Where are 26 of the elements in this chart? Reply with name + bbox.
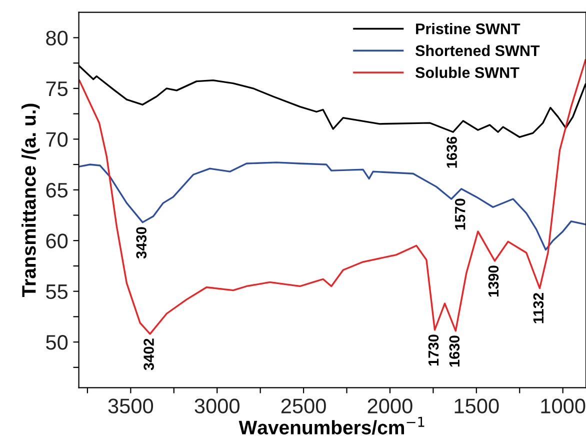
- x-tick-label: 2500: [281, 398, 326, 414]
- y-tick-label: 60: [46, 234, 68, 248]
- annotation: 1730: [428, 334, 439, 366]
- annotation: 1570: [454, 198, 466, 230]
- y-tick-label: 75: [46, 82, 68, 96]
- y-axis-title: Transmittance /(a. u.): [22, 104, 40, 298]
- x-tick-label: 3000: [194, 398, 240, 414]
- annotation: 3430: [136, 227, 147, 259]
- x-tick-label: 2000: [368, 398, 412, 414]
- x-tick-label: 1500: [454, 398, 499, 414]
- y-tick-label: 80: [46, 30, 68, 46]
- x-axis-title: Wavenumbers/cm$^{−1}$: [238, 416, 424, 435]
- y-tick-label: 55: [46, 284, 68, 300]
- annotation: 3402: [144, 338, 154, 370]
- annotation: 1630: [449, 336, 460, 367]
- legend-label: Pristine SWNT: [416, 23, 520, 34]
- y-tick-label: 50: [46, 335, 68, 350]
- legend-label: Soluble SWNT: [415, 66, 520, 78]
- annotation: 1636: [446, 136, 458, 168]
- x-tick-label: 3500: [108, 398, 154, 414]
- annotation: 1132: [533, 293, 544, 324]
- legend-label: Shortened SWNT: [415, 44, 540, 56]
- x-tick-label: 1000: [541, 398, 586, 414]
- annotation: 1390: [488, 266, 499, 297]
- y-tick-label: 70: [46, 132, 68, 147]
- y-tick-label: 65: [46, 182, 68, 198]
